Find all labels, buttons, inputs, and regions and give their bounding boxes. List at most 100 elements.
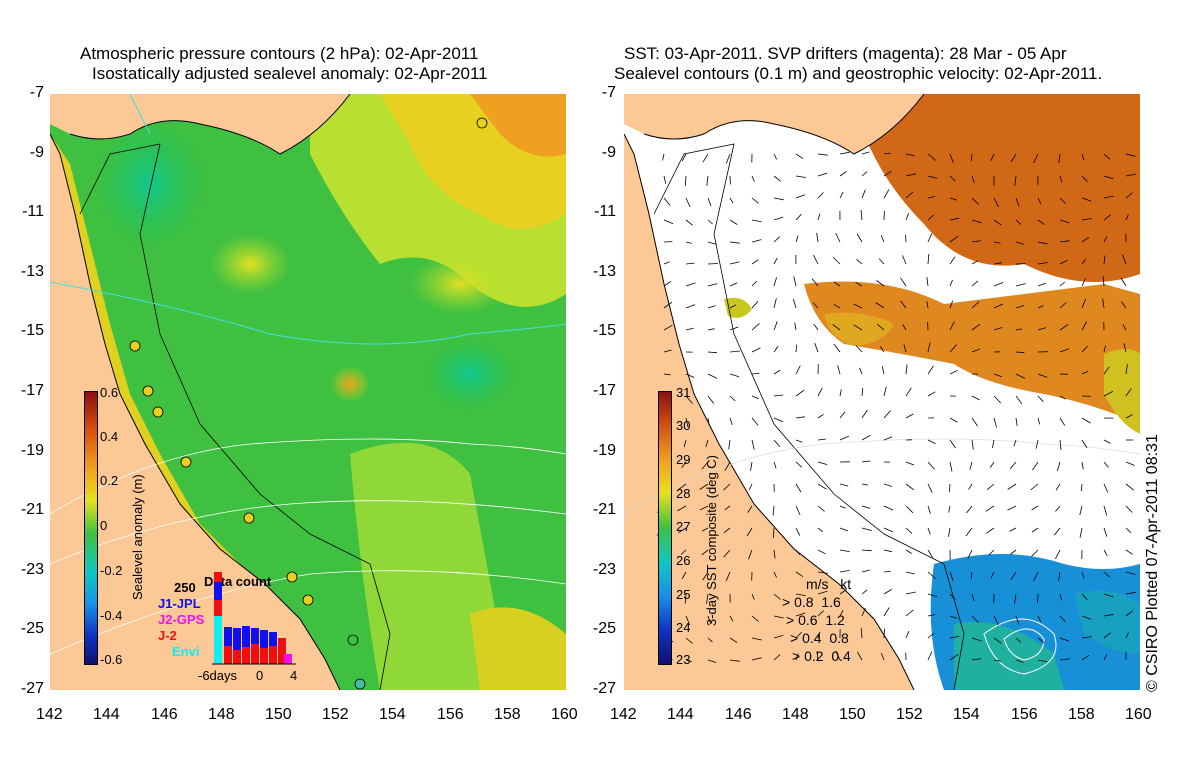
velocity-arrow (986, 527, 995, 534)
velocity-arrow (883, 549, 892, 553)
velocity-arrow (900, 277, 907, 287)
velocity-arrow (970, 153, 973, 162)
velocity-arrow (773, 634, 784, 639)
velocity-arrow (751, 323, 760, 331)
x-tick: 158 (494, 706, 521, 723)
velocity-arrow (1125, 192, 1133, 199)
left-title-line2: Isostatically adjusted sealevel anomaly:… (92, 64, 488, 83)
velocity-arrow (751, 615, 759, 622)
x-tick: 154 (953, 706, 980, 723)
velocity-arrow (993, 395, 1002, 404)
velocity-arrow (1037, 615, 1042, 623)
velocity-arrow (1055, 549, 1061, 560)
x-tick: 160 (1125, 706, 1152, 723)
velocity-arrow (949, 235, 959, 243)
velocity-arrow (1059, 324, 1069, 331)
velocity-arrow (773, 345, 779, 353)
velocity-arrow (861, 505, 871, 509)
velocity-arrow (971, 439, 974, 450)
velocity-arrow (684, 593, 687, 604)
x-tick: 142 (610, 706, 637, 723)
velocity-arrow (1037, 659, 1048, 663)
colorbar-label: Sealevel anomaly (m) (130, 474, 145, 600)
x-tick: 148 (782, 706, 809, 723)
velocity-arrow (795, 416, 805, 419)
velocity-arrow (706, 175, 709, 186)
velocity-arrow (706, 593, 709, 604)
y-tick: -7 (29, 84, 44, 101)
velocity-arrow (681, 461, 687, 469)
velocity-arrow (860, 628, 863, 639)
velocity-arrow (971, 417, 978, 427)
velocity-arrow (993, 417, 997, 428)
velocity-arrow (905, 527, 913, 534)
velocity-arrow (853, 303, 863, 309)
velocity-arrow (747, 505, 753, 513)
velocity-arrow (992, 439, 995, 448)
velocity-arrow (905, 173, 916, 177)
x-tick: 150 (839, 706, 866, 723)
velocity-arrow (817, 387, 823, 397)
velocity-arrow (1103, 613, 1114, 617)
velocity-arrow (883, 628, 885, 639)
speed-ms: 0.8 (794, 594, 814, 610)
velocity-arrow (773, 549, 776, 559)
velocity-arrow (1033, 571, 1039, 582)
velocity-arrow (1059, 175, 1063, 183)
velocity-arrow (1015, 283, 1026, 287)
velocity-arrow (1058, 571, 1061, 581)
velocity-arrow (702, 153, 709, 163)
velocity-arrow (1102, 276, 1105, 287)
velocity-arrow (773, 615, 784, 619)
velocity-arrow (707, 263, 718, 265)
velocity-arrow (795, 653, 799, 661)
velocity-arrow (1055, 505, 1061, 512)
velocity-arrow (663, 349, 672, 353)
velocity-arrow (729, 615, 734, 622)
velocity-arrow (926, 277, 929, 287)
velocity-arrow (1125, 527, 1132, 533)
velocity-arrow (1010, 549, 1017, 555)
unit-kt: kt (840, 576, 852, 592)
velocity-arrow (1081, 175, 1088, 182)
velocity-arrow (926, 301, 929, 309)
velocity-arrow (971, 260, 979, 265)
velocity-arrow (948, 527, 951, 537)
x-tick: 152 (896, 706, 923, 723)
velocity-arrow (773, 216, 784, 221)
velocity-arrow (949, 653, 959, 661)
y-tick: -11 (22, 203, 44, 220)
velocity-arrow (1081, 153, 1085, 161)
velocity-arrow (900, 300, 907, 309)
speed-kt: 1.2 (825, 612, 845, 628)
velocity-arrow (1037, 637, 1045, 644)
velocity-arrow (927, 342, 931, 353)
velocity-arrow (949, 197, 958, 201)
velocity-arrow (663, 219, 674, 225)
velocity-arrow (993, 241, 1001, 244)
y-tick: -23 (592, 561, 616, 578)
velocity-arrow (685, 262, 695, 265)
velocity-arrow (1037, 417, 1041, 425)
velocity-arrow (1059, 240, 1070, 243)
velocity-arrow (971, 593, 975, 602)
velocity-arrow (751, 593, 755, 600)
velocity-arrow (729, 282, 738, 287)
velocity-arrow (707, 197, 712, 207)
velocity-arrow (1059, 417, 1066, 426)
velocity-arrow (1037, 219, 1045, 225)
velocity-arrow (795, 527, 801, 536)
velocity-arrow (971, 175, 975, 184)
velocity-arrow (1103, 461, 1109, 468)
right-title-line2: Sealevel contours (0.1 m) and geostrophi… (614, 64, 1103, 83)
velocity-arrow (751, 439, 755, 450)
velocity-arrow (1015, 197, 1020, 207)
velocity-arrow (832, 323, 841, 331)
velocity-arrow (678, 483, 687, 490)
velocity-arrow (861, 171, 868, 177)
x-tick: 156 (1011, 706, 1038, 723)
velocity-arrow (1059, 219, 1070, 224)
velocity-arrow (883, 483, 893, 487)
y-tick: -17 (592, 382, 616, 399)
velocity-arrow (861, 460, 871, 463)
